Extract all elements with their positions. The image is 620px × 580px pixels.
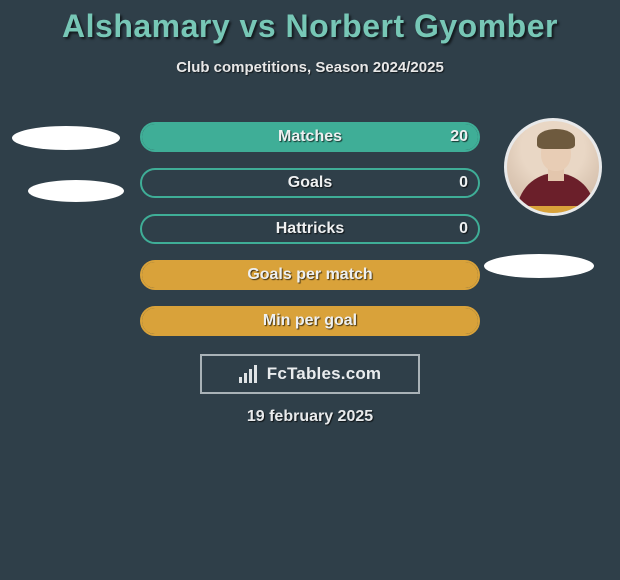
bar-value-right: 0 bbox=[459, 216, 468, 242]
stat-bar: Matches20 bbox=[140, 122, 480, 152]
bar-label: Matches bbox=[142, 124, 478, 150]
bar-value-right: 20 bbox=[450, 124, 468, 150]
player-right bbox=[504, 118, 602, 216]
stat-bar: Hattricks0 bbox=[140, 214, 480, 244]
avatar-hair bbox=[537, 129, 575, 149]
placeholder-lozenge bbox=[12, 126, 120, 150]
bar-label: Goals bbox=[142, 170, 478, 196]
bar-label: Goals per match bbox=[142, 262, 478, 288]
comparison-bars: Matches20Goals0Hattricks0Goals per match… bbox=[140, 122, 480, 352]
bar-label: Hattricks bbox=[142, 216, 478, 242]
bar-value-right: 0 bbox=[459, 170, 468, 196]
placeholder-lozenge bbox=[28, 180, 124, 202]
stat-bar: Goals per match bbox=[140, 260, 480, 290]
avatar bbox=[504, 118, 602, 216]
brand-text: FcTables.com bbox=[267, 364, 382, 384]
bar-label: Min per goal bbox=[142, 308, 478, 334]
brand-box[interactable]: FcTables.com bbox=[200, 354, 420, 394]
placeholder-lozenge bbox=[484, 254, 594, 278]
date-label: 19 february 2025 bbox=[0, 408, 620, 426]
brand-chart-icon bbox=[239, 365, 261, 383]
page-subtitle: Club competitions, Season 2024/2025 bbox=[0, 59, 620, 76]
stat-bar: Min per goal bbox=[140, 306, 480, 336]
stat-bar: Goals0 bbox=[140, 168, 480, 198]
page-title: Alshamary vs Norbert Gyomber bbox=[0, 0, 620, 45]
